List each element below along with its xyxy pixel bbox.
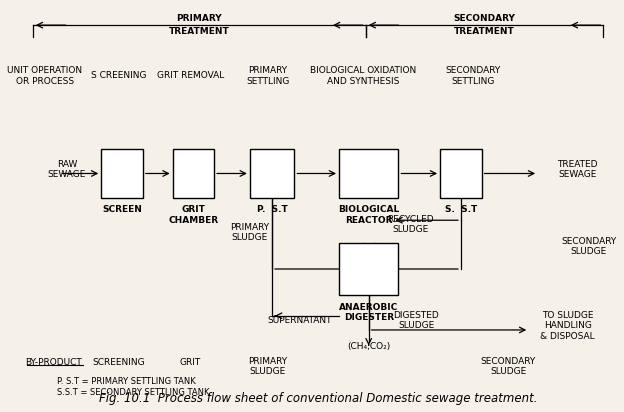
Text: PRIMARY
SLUDGE: PRIMARY SLUDGE (230, 223, 270, 242)
Bar (250, 149, 295, 198)
Text: GRIT REMOVAL: GRIT REMOVAL (157, 71, 224, 80)
Text: P. S.T = PRIMARY SETTLING TANK: P. S.T = PRIMARY SETTLING TANK (57, 377, 195, 386)
Text: UNIT OPERATION
OR PROCESS: UNIT OPERATION OR PROCESS (7, 66, 82, 86)
Text: SCREEN: SCREEN (102, 205, 142, 214)
Text: (CH₄,CO₂): (CH₄,CO₂) (347, 342, 391, 351)
Text: TO SLUDGE
HANDLING
& DISPOSAL: TO SLUDGE HANDLING & DISPOSAL (540, 311, 595, 341)
Text: ANAEROBIC
DIGESTER: ANAEROBIC DIGESTER (339, 303, 398, 322)
Text: TREATED
SEWAGE: TREATED SEWAGE (557, 160, 598, 179)
Text: TREATMENT: TREATMENT (169, 27, 230, 36)
Text: PRIMARY
SETTLING: PRIMARY SETTLING (246, 66, 290, 86)
Text: BY-PRODUCT: BY-PRODUCT (26, 358, 82, 367)
Text: GRIT: GRIT (180, 358, 201, 367)
Text: S CREENING: S CREENING (91, 71, 147, 80)
Text: SECONDARY
SLUDGE: SECONDARY SLUDGE (561, 237, 617, 256)
Text: RAW
SEWAGE: RAW SEWAGE (48, 160, 86, 179)
Text: S.  S.T: S. S.T (445, 205, 477, 214)
Bar (339, 243, 398, 295)
Text: SUPERNATANT: SUPERNATANT (267, 316, 331, 325)
Bar (440, 149, 482, 198)
Bar (339, 149, 398, 198)
Text: BIOLOGICAL OXIDATION
AND SYNTHESIS: BIOLOGICAL OXIDATION AND SYNTHESIS (310, 66, 416, 86)
Text: TREATMENT: TREATMENT (454, 27, 515, 36)
Text: SECONDARY
SLUDGE: SECONDARY SLUDGE (480, 357, 536, 376)
Text: GRIT
CHAMBER: GRIT CHAMBER (168, 205, 218, 225)
Text: Fig. 10.1  Process flow sheet of conventional Domestic sewage treatment.: Fig. 10.1 Process flow sheet of conventi… (99, 392, 537, 405)
Bar (173, 149, 214, 198)
Text: SECONDARY: SECONDARY (454, 14, 515, 23)
Text: SCREENING: SCREENING (93, 358, 145, 367)
Bar (101, 149, 143, 198)
Text: PRIMARY: PRIMARY (177, 14, 222, 23)
Text: DIGESTED
SLUDGE: DIGESTED SLUDGE (393, 311, 439, 330)
Text: RECYCLED
SLUDGE: RECYCLED SLUDGE (387, 215, 434, 234)
Text: PRIMARY
SLUDGE: PRIMARY SLUDGE (248, 357, 287, 376)
Text: BIOLOGICAL
REACTOR: BIOLOGICAL REACTOR (338, 205, 399, 225)
Text: P.  S.T: P. S.T (256, 205, 288, 214)
Text: SECONDARY
SETTLING: SECONDARY SETTLING (445, 66, 500, 86)
Text: S.S.T = SECONDARY SETTLING TANK: S.S.T = SECONDARY SETTLING TANK (57, 389, 209, 398)
